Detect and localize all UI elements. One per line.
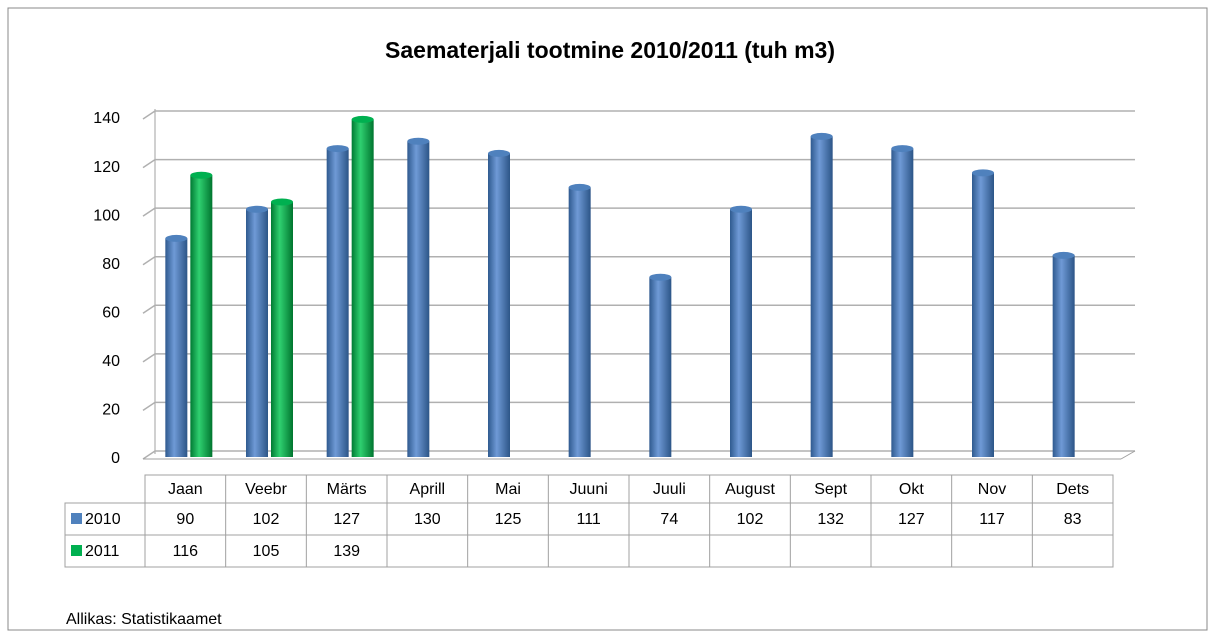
bar <box>810 132 833 457</box>
frame <box>7 7 1208 631</box>
bar-body <box>730 209 752 457</box>
y-tick-label: 80 <box>102 256 120 273</box>
bar-body <box>246 209 268 457</box>
bar-top <box>649 273 672 281</box>
grid-line <box>142 304 156 314</box>
x-tick-label: August <box>725 481 775 498</box>
table-value: 111 <box>577 511 601 528</box>
grid-line <box>142 158 156 169</box>
bar-body <box>488 153 510 457</box>
grid-line <box>142 110 156 120</box>
bar-body <box>407 141 430 458</box>
bar-top <box>407 137 430 145</box>
legend-label: 2010 <box>85 511 121 528</box>
table-value: 132 <box>817 511 844 528</box>
source-note: Allikas: Statistikaamet <box>66 611 222 628</box>
bar <box>407 137 430 458</box>
bar-body <box>351 119 374 457</box>
table-value: 102 <box>253 511 280 528</box>
bar <box>568 183 591 457</box>
table-value: 83 <box>1064 511 1082 528</box>
bar-body <box>190 175 213 458</box>
bar-body <box>271 202 293 457</box>
grid-line <box>142 207 156 217</box>
bar-body <box>165 238 188 457</box>
x-tick-label: Dets <box>1056 481 1089 498</box>
table-value: 74 <box>660 511 678 528</box>
y-tick-label: 60 <box>102 305 120 322</box>
bar-top <box>810 132 833 140</box>
table-value: 117 <box>979 511 1005 528</box>
table-value: 139 <box>333 543 360 560</box>
bar <box>351 115 374 457</box>
bar-top <box>246 205 268 213</box>
x-tick-label: Nov <box>978 481 1006 498</box>
bar <box>972 169 994 457</box>
x-tick-label: Juuni <box>570 481 608 498</box>
bar-body <box>568 187 591 457</box>
table-value: 127 <box>898 511 925 528</box>
bar <box>649 273 672 457</box>
table-value: 127 <box>333 511 360 528</box>
y-tick-label: 0 <box>111 450 120 467</box>
bar <box>246 205 268 457</box>
bar-top <box>190 171 213 179</box>
bar <box>165 234 188 457</box>
table-row <box>64 534 1114 568</box>
table-value: 90 <box>176 511 194 528</box>
table-value: 105 <box>253 543 280 560</box>
grid-line <box>142 256 156 266</box>
grid-line <box>142 353 156 363</box>
table-value: 130 <box>414 511 441 528</box>
x-tick-label: Mai <box>495 481 521 498</box>
chart-title: Saematerjali tootmine 2010/2011 (tuh m3) <box>385 37 835 63</box>
legend-swatch <box>71 513 82 524</box>
legend-label: 2011 <box>85 543 120 560</box>
table-value: 102 <box>737 511 764 528</box>
y-tick-label: 120 <box>93 159 120 176</box>
bar <box>891 145 914 458</box>
bar-top <box>891 145 914 153</box>
x-tick-label: Juuli <box>653 481 686 498</box>
x-tick-label: Märts <box>327 481 367 498</box>
x-tick-label: Sept <box>814 481 847 498</box>
table-value: 116 <box>173 543 199 560</box>
bar-top <box>271 198 293 206</box>
bar-top <box>326 145 349 153</box>
y-tick-label: 140 <box>93 110 120 127</box>
grid-line <box>142 450 156 460</box>
bar <box>326 145 349 458</box>
y-tick-label: 100 <box>93 207 120 224</box>
y-tick-label: 20 <box>102 402 120 419</box>
y-tick-label: 40 <box>102 353 120 370</box>
legend-swatch <box>71 545 82 556</box>
x-tick-label: Veebr <box>245 481 287 498</box>
bar-top <box>351 115 374 123</box>
bar-body <box>326 148 349 458</box>
floor-edge <box>1120 450 1136 460</box>
bar-top <box>568 183 591 191</box>
bar-top <box>972 169 994 177</box>
x-tick-label: Jaan <box>168 481 203 498</box>
bar-body <box>972 172 994 457</box>
bar-body <box>1052 255 1075 457</box>
bar-top <box>488 149 510 157</box>
bar-top <box>1052 251 1075 259</box>
x-tick-label: Okt <box>899 481 924 498</box>
bar <box>1052 251 1075 457</box>
bar-top <box>165 234 188 242</box>
grid-line <box>142 401 156 412</box>
bar <box>190 171 213 458</box>
bar <box>730 205 752 457</box>
bar-body <box>810 136 833 457</box>
bar-body <box>891 148 914 458</box>
bar <box>271 198 293 457</box>
bar <box>488 149 510 457</box>
table-value: 125 <box>495 511 522 528</box>
bar-body <box>649 277 672 457</box>
x-tick-label: Aprill <box>410 481 446 498</box>
bar-top <box>730 205 752 213</box>
